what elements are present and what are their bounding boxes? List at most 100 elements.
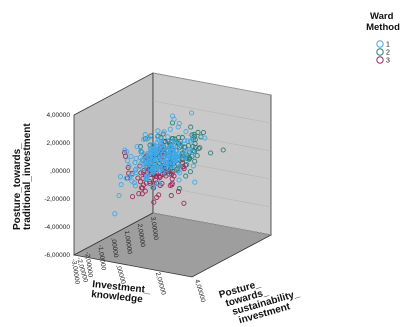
point-series-1 — [163, 160, 169, 166]
point-series-1 — [132, 183, 139, 189]
point-series-1 — [170, 143, 176, 149]
z-axis-title: Posture_towards_ traditional_investment — [12, 123, 33, 230]
x-tick-label: ,00000 — [110, 237, 120, 258]
legend-marker — [376, 40, 384, 48]
point-series-3 — [129, 194, 136, 200]
point-series-1 — [142, 156, 148, 162]
point-series-3 — [169, 176, 175, 182]
point-series-1 — [177, 163, 183, 169]
point-series-1 — [129, 178, 135, 184]
point-series-1 — [151, 163, 157, 169]
point-series-3 — [136, 191, 142, 197]
point-series-1 — [150, 166, 156, 172]
plot-walls — [72, 72, 273, 278]
point-series-1 — [168, 154, 174, 160]
point-series-1 — [164, 157, 170, 163]
point-series-1 — [144, 166, 150, 173]
z-tick-label: 4,00000 — [47, 112, 71, 119]
z-tick-label: -2,00000 — [44, 196, 70, 203]
point-series-1 — [139, 157, 145, 163]
point-series-3 — [180, 164, 186, 170]
x-tick-label: -3,00000 — [70, 258, 81, 285]
point-series-1 — [175, 141, 181, 147]
point-series-1 — [161, 139, 167, 146]
point-series-1 — [159, 151, 165, 157]
point-series-1 — [173, 153, 179, 159]
point-series-2 — [188, 124, 194, 130]
point-series-1 — [155, 128, 161, 134]
point-series-1 — [147, 158, 153, 164]
gridline-z — [152, 100, 272, 124]
point-series-1 — [169, 159, 175, 165]
z-tick-label: ,00000 — [50, 168, 70, 175]
x-tick-label: 2,00000 — [136, 223, 146, 248]
point-series-1 — [141, 136, 147, 142]
gridline-z — [152, 184, 272, 208]
point-series-2 — [161, 146, 167, 152]
point-series-1 — [169, 162, 176, 168]
point-series-2 — [208, 150, 214, 156]
legend: Ward Method 123 — [366, 11, 400, 65]
x-tick-label: 3,00000 — [149, 216, 159, 241]
point-series-3 — [138, 170, 144, 176]
point-series-1 — [122, 147, 128, 153]
point-series-1 — [180, 155, 186, 161]
point-series-2 — [192, 137, 198, 143]
x-tick-label: 1,00000 — [123, 230, 133, 255]
point-series-1 — [186, 147, 192, 153]
point-series-1 — [176, 177, 182, 183]
z-tick-label: 2,00000 — [47, 140, 71, 147]
point-series-3 — [175, 189, 182, 195]
point-series-1 — [170, 167, 176, 173]
point-series-3 — [166, 171, 172, 177]
point-series-1 — [142, 132, 148, 138]
point-series-1 — [118, 182, 124, 188]
point-series-1 — [190, 163, 196, 169]
point-series-1 — [176, 150, 182, 156]
point-series-1 — [145, 154, 151, 160]
point-series-2 — [196, 146, 202, 152]
point-series-1 — [189, 110, 195, 116]
legend-label: 2 — [386, 50, 390, 57]
point-series-3 — [139, 191, 145, 197]
gridline-z — [152, 128, 272, 152]
point-series-1 — [159, 146, 165, 152]
z-tick-label: -6,00000 — [44, 252, 70, 259]
point-series-1 — [153, 147, 159, 153]
point-series-1 — [156, 180, 162, 186]
point-series-2 — [190, 143, 196, 150]
legend-marker — [376, 48, 384, 56]
point-series-3 — [154, 194, 160, 200]
point-series-2 — [192, 158, 198, 164]
point-series-1 — [154, 134, 160, 140]
point-series-1 — [144, 174, 150, 180]
point-series-1 — [123, 175, 129, 181]
point-series-2 — [176, 186, 182, 192]
point-series-2 — [189, 132, 195, 138]
point-series-1 — [184, 138, 191, 144]
point-series-1 — [165, 134, 171, 140]
point-series-1 — [190, 149, 196, 155]
point-series-1 — [192, 179, 198, 185]
gridline-z — [152, 72, 272, 96]
point-series-1 — [189, 136, 195, 142]
point-series-1 — [165, 165, 171, 171]
point-series-1 — [157, 167, 163, 173]
legend-label: 3 — [386, 58, 390, 65]
gridline-z — [152, 212, 272, 236]
point-series-1 — [175, 124, 181, 130]
point-series-1 — [158, 136, 164, 142]
point-series-2 — [191, 131, 197, 137]
point-series-1 — [133, 166, 139, 172]
point-series-3 — [181, 200, 187, 206]
point-series-2 — [200, 129, 206, 136]
point-series-1 — [148, 151, 154, 157]
point-series-3 — [135, 175, 141, 181]
z-tick-label: -4,00000 — [44, 224, 70, 231]
point-series-3 — [137, 179, 143, 185]
legend-marker — [376, 56, 384, 64]
point-series-3 — [169, 171, 175, 177]
point-series-3 — [153, 173, 159, 179]
